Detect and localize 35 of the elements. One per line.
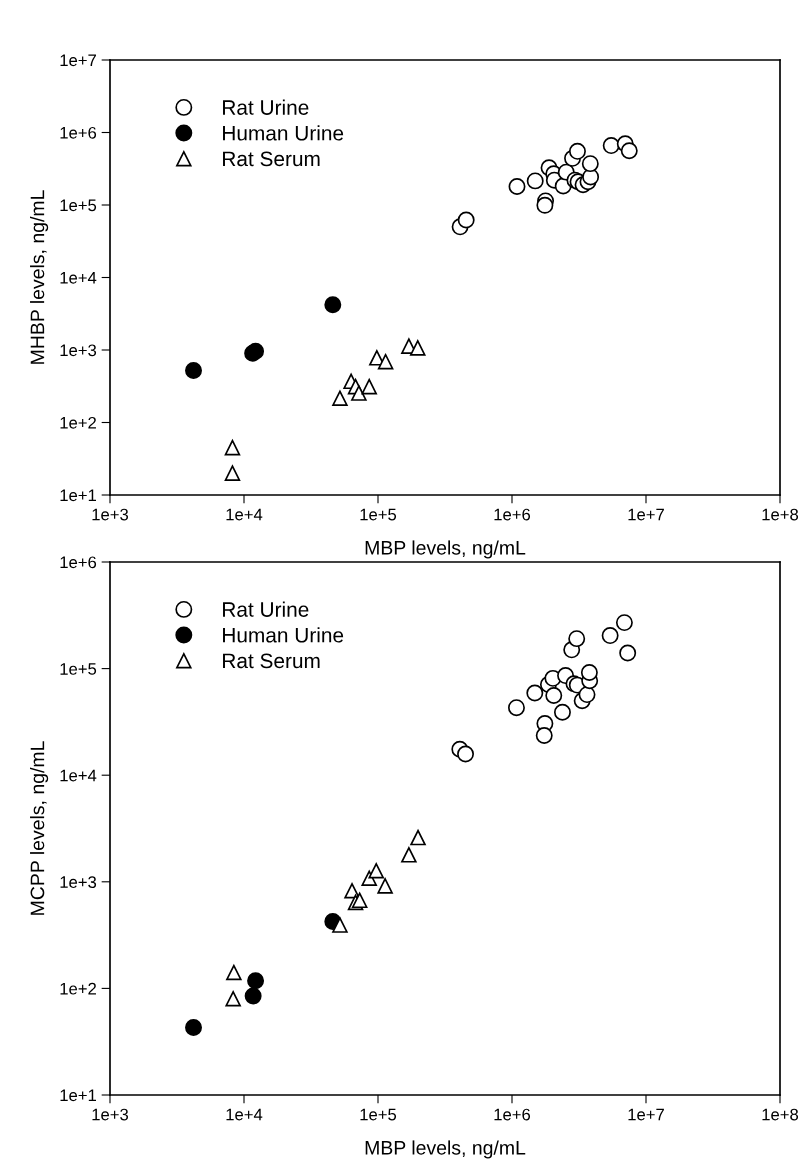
x-tick-label: 1e+3 (92, 1108, 129, 1121)
y-tick-label: 1e+5 (60, 663, 97, 675)
y-tick-label: 1e+2 (60, 416, 96, 429)
x-tick-label: 1e+8 (762, 1108, 799, 1121)
x-tick-label: 1e+7 (628, 508, 664, 521)
legend-label: Human Urine (223, 627, 344, 643)
y-tick-label: 1e+2 (60, 982, 96, 995)
x-tick-label: 1e+5 (360, 1108, 397, 1121)
y-tick-label: 1e+3 (60, 344, 97, 357)
y-tick-label: 1e+1 (60, 1089, 96, 1102)
x-axis-title: MBP levels, ng/mL (365, 540, 526, 559)
legend-label: Rat Serum (223, 653, 320, 669)
y-axis-title: MCPP levels, ng/mL (30, 741, 49, 915)
x-tick-label: 1e+7 (628, 1108, 664, 1121)
y-tick-label: 1e+4 (60, 272, 97, 284)
legend-label: Rat Urine (223, 601, 309, 617)
y-tick-label: 1e+7 (60, 54, 96, 67)
x-axis-title: MBP levels, ng/mL (365, 1140, 526, 1159)
y-tick-label: 1e+4 (60, 769, 97, 782)
x-tick-label: 1e+5 (360, 508, 397, 521)
x-tick-label: 1e+6 (494, 1108, 531, 1121)
legend-label: Rat Urine (223, 99, 309, 115)
x-tick-label: 1e+3 (92, 508, 129, 521)
legend-label: Human Urine (223, 125, 344, 141)
x-tick-label: 1e+6 (494, 508, 531, 521)
y-axis-title: MHBP levels, ng/mL (30, 190, 49, 364)
y-tick-label: 1e+3 (60, 876, 97, 888)
y-tick-label: 1e+6 (60, 126, 97, 139)
x-tick-label: 1e+8 (762, 508, 799, 521)
y-tick-label: 1e+1 (60, 489, 96, 502)
legend-label: Rat Serum (223, 151, 320, 167)
x-tick-label: 1e+4 (226, 1108, 263, 1121)
y-tick-label: 1e+6 (60, 556, 97, 569)
y-tick-label: 1e+5 (60, 199, 97, 212)
x-tick-label: 1e+4 (226, 508, 263, 521)
